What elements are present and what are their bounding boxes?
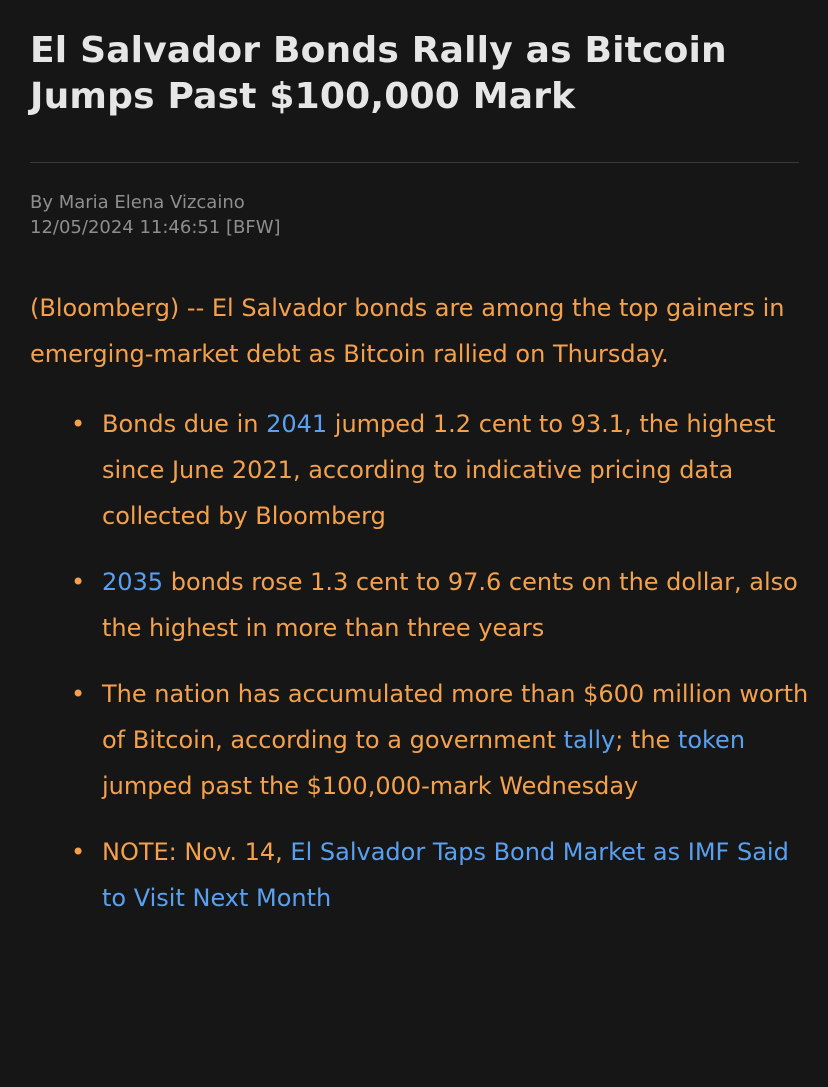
bullet-text: NOTE: Nov. 14, (102, 838, 291, 866)
link-token[interactable]: token (677, 726, 746, 754)
link-related-story[interactable]: El Salvador Taps Bond Market as IMF Said… (102, 838, 789, 912)
header-divider (30, 162, 799, 163)
publish-timestamp: 12/05/2024 11:46:51 [BFW] (30, 217, 281, 238)
link-2041-bond[interactable]: 2041 (266, 410, 328, 438)
link-2035-bond[interactable]: 2035 (102, 568, 164, 596)
bullet-item-note: • NOTE: Nov. 14, El Salvador Taps Bond Ma… (30, 829, 810, 921)
article-body: (Bloomberg) -- El Salvador bonds are amo… (30, 285, 810, 921)
bullet-dot-icon: • (71, 680, 86, 708)
bullet-text: ; the (615, 726, 678, 754)
bullet-text: jumped past the $100,000-mark Wednesday (102, 772, 639, 800)
bullet-text: The nation has accumulated more than $60… (102, 680, 809, 754)
bullet-item-2035-bonds: • 2035 bonds rose 1.3 cent to 97.6 cents … (30, 559, 810, 651)
article-headline: El Salvador Bonds Rally as Bitcoin Jumps… (30, 30, 727, 117)
bullet-item-2041-bonds: • Bonds due in 2041 jumped 1.2 cent to 93… (30, 401, 810, 539)
author-byline: By Maria Elena Vizcaino (30, 192, 245, 213)
bullet-list: • Bonds due in 2041 jumped 1.2 cent to 93… (30, 401, 810, 921)
bullet-item-bitcoin-holdings: • The nation has accumulated more than $6… (30, 671, 810, 809)
bullet-text: jumped 1.2 cent to 93.1, the highest sin… (102, 410, 776, 530)
link-tally[interactable]: tally (563, 726, 616, 754)
bullet-dot-icon: • (71, 410, 86, 438)
article-meta: By Maria Elena Vizcaino 12/05/2024 11:46… (30, 190, 281, 240)
bullet-text: Bonds due in (102, 410, 267, 438)
bullet-dot-icon: • (71, 838, 86, 866)
lead-paragraph: (Bloomberg) -- El Salvador bonds are amo… (30, 294, 785, 368)
bullet-dot-icon: • (71, 568, 86, 596)
bullet-text: bonds rose 1.3 cent to 97.6 cents on the… (102, 568, 798, 642)
